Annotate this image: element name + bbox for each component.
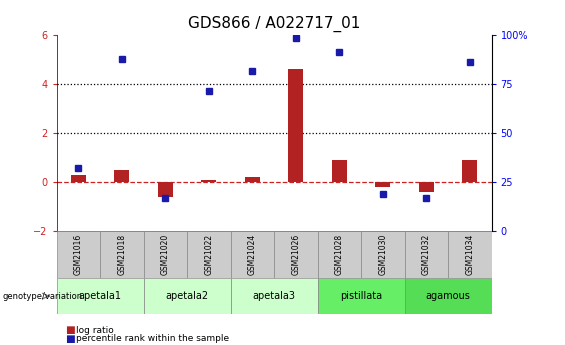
Bar — [144, 231, 187, 278]
Bar — [375, 182, 390, 187]
Bar — [318, 231, 361, 278]
Title: GDS866 / A022717_01: GDS866 / A022717_01 — [188, 16, 360, 32]
Bar — [361, 231, 405, 278]
Text: apetala1: apetala1 — [79, 291, 121, 301]
Bar — [419, 182, 434, 192]
Text: GSM21018: GSM21018 — [118, 234, 126, 275]
Bar — [274, 231, 318, 278]
Bar — [448, 231, 492, 278]
Text: ■: ■ — [65, 325, 75, 335]
Bar — [245, 177, 260, 182]
Text: GSM21026: GSM21026 — [292, 234, 300, 275]
Bar — [201, 179, 216, 182]
Bar — [100, 231, 144, 278]
Bar — [318, 278, 405, 314]
Bar — [462, 160, 477, 182]
Text: GSM21034: GSM21034 — [466, 234, 474, 275]
Text: GSM21028: GSM21028 — [335, 234, 344, 275]
Text: GSM21022: GSM21022 — [205, 234, 213, 275]
Bar — [288, 69, 303, 182]
Bar — [144, 278, 231, 314]
Text: ■: ■ — [65, 334, 75, 344]
Text: apetala2: apetala2 — [166, 291, 208, 301]
Text: pistillata: pistillata — [340, 291, 382, 301]
Bar — [71, 175, 86, 182]
Text: agamous: agamous — [425, 291, 471, 301]
Bar — [231, 231, 274, 278]
Bar — [187, 231, 231, 278]
Text: GSM21020: GSM21020 — [161, 234, 169, 275]
Text: genotype/variation: genotype/variation — [3, 292, 83, 300]
Bar — [405, 231, 448, 278]
Text: GSM21030: GSM21030 — [379, 234, 387, 275]
Bar — [332, 160, 347, 182]
Text: log ratio: log ratio — [76, 326, 114, 335]
Text: percentile rank within the sample: percentile rank within the sample — [76, 334, 229, 343]
Bar — [405, 278, 492, 314]
Text: GSM21032: GSM21032 — [422, 234, 431, 275]
Text: GSM21016: GSM21016 — [74, 234, 82, 275]
Bar — [231, 278, 318, 314]
Text: apetala3: apetala3 — [253, 291, 295, 301]
Bar — [56, 278, 144, 314]
Bar — [114, 170, 129, 182]
Bar — [158, 182, 173, 197]
Text: GSM21024: GSM21024 — [248, 234, 257, 275]
Bar — [56, 231, 100, 278]
